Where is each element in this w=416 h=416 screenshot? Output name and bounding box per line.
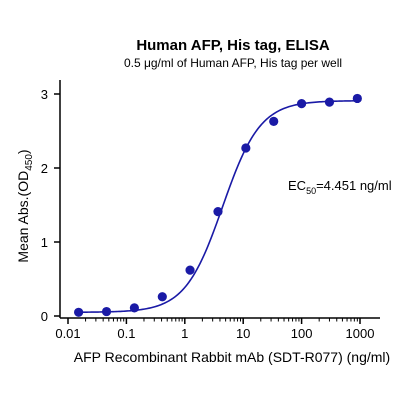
ec50-annotation: EC50=4.451 ng/ml [288,178,392,196]
data-point [101,306,112,317]
x-tick-label: 0.1 [117,326,135,341]
data-point [157,292,167,302]
chart-subtitle: 0.5 μg/ml of Human AFP, His tag per well [124,56,342,70]
y-tick-label: 2 [41,161,48,176]
data-points [74,93,362,317]
data-point [352,93,362,104]
y-axis-label-close: ) [15,149,31,154]
y-axis-label-sub: 450 [24,154,35,171]
ec50-subscript: 50 [306,186,316,196]
tick-labels: 0 1 2 3 0.01 0.1 1 10 100 1000 [41,87,375,341]
data-point [324,97,335,107]
axes [54,80,380,324]
y-tick-label: 1 [41,235,48,250]
data-point [185,265,195,275]
y-tick-label: 0 [41,309,48,324]
fit-curve-layer [78,100,358,313]
chart-title: Human AFP, His tag, ELISA [136,37,330,54]
x-tick-label: 100 [291,326,313,341]
data-point [269,116,279,126]
data-point [74,307,84,317]
ec50-value: =4.451 ng/ml [316,178,392,193]
ec50-label: EC [288,178,306,193]
x-tick-label: 1 [181,326,188,341]
x-tick-label: 10 [236,326,250,341]
data-point [241,143,251,153]
fit-curve [78,100,358,313]
data-point [129,303,139,313]
x-tick-label: 1000 [346,326,375,341]
x-tick-label: 0.01 [55,326,80,341]
y-axis-label-main: Mean Abs.(OD [15,171,31,263]
y-axis-label: Mean Abs.(OD450) [15,149,35,262]
data-point [213,207,223,217]
y-tick-label: 3 [41,87,48,102]
data-point [297,99,307,109]
x-axis-label: AFP Recombinant Rabbit mAb (SDT-R077) (n… [74,349,390,365]
